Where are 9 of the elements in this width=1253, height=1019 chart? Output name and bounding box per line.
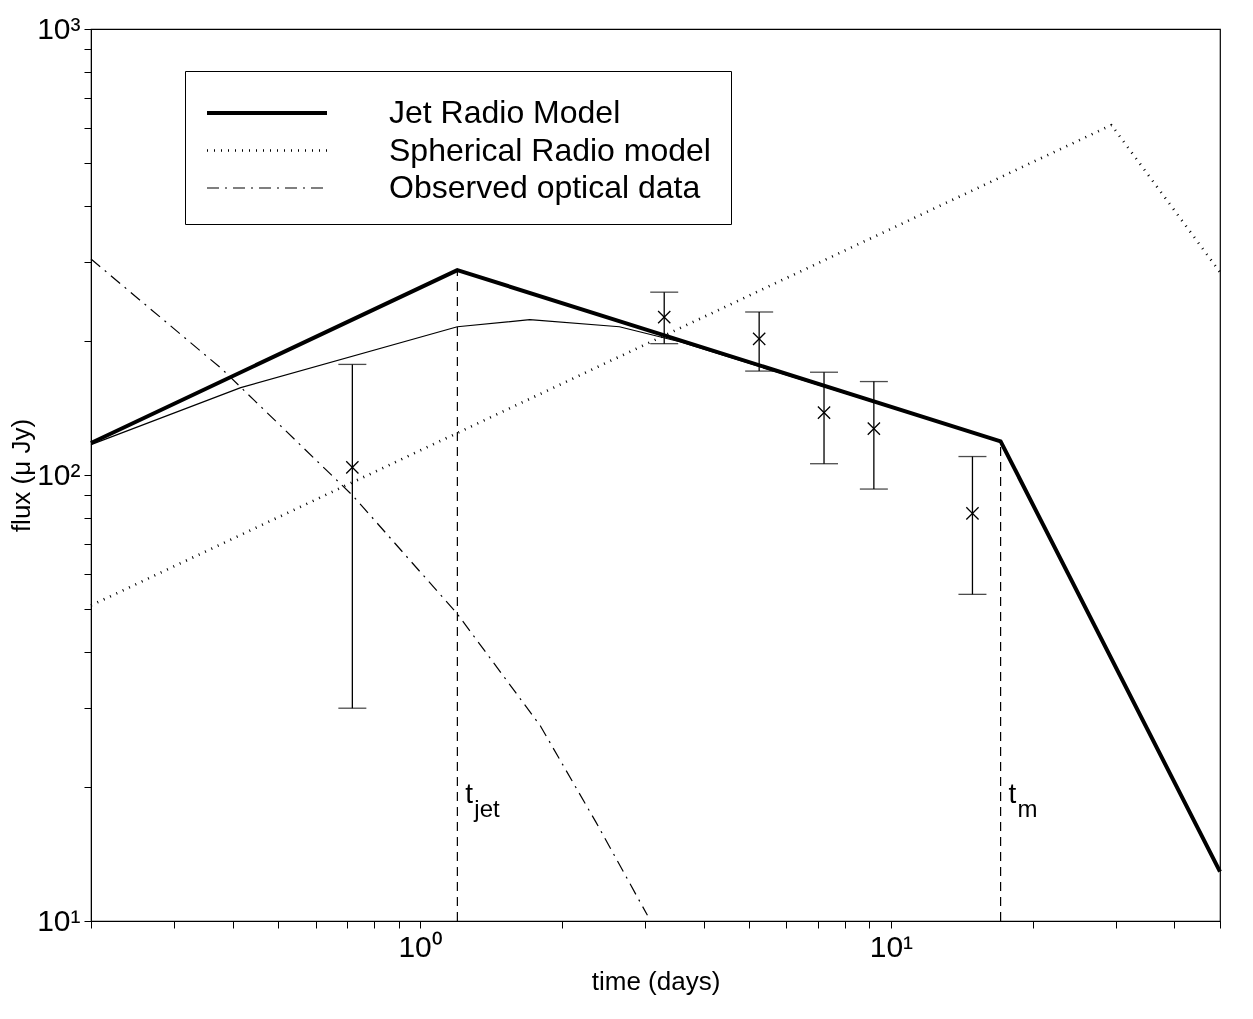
legend-label: Observed optical data (389, 169, 701, 205)
legend-label: Spherical Radio model (389, 131, 711, 168)
legend-label: Jet Radio Model (389, 94, 621, 130)
x-axis-title: time (days) (591, 965, 721, 996)
y-axis-title: flux (μ Jy) (6, 418, 37, 533)
y-tick-label: 10² (37, 457, 81, 491)
x-tick-label: 10⁰ (398, 929, 443, 963)
y-tick-label: 10¹ (37, 903, 81, 937)
y-tick-label: 10³ (37, 11, 81, 45)
